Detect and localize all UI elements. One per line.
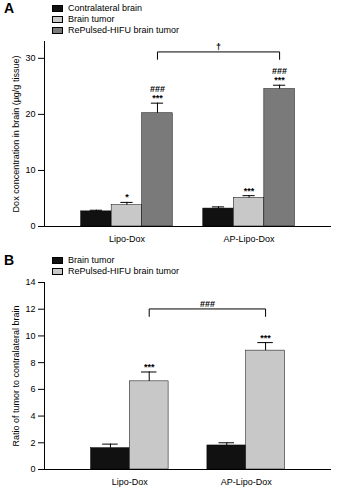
html-text:Contralateral brain: Contralateral brain xyxy=(68,3,142,13)
svg-text:0: 0 xyxy=(30,221,35,231)
svg-text:Ratio of tumor to contralatera: Ratio of tumor to contralateral brain xyxy=(11,305,21,446)
svg-text:12: 12 xyxy=(25,304,35,314)
svg-text:14: 14 xyxy=(25,277,35,287)
svg-text:###***: ###*** xyxy=(272,66,287,85)
svg-text:###***: ###*** xyxy=(150,84,165,103)
svg-text:***: *** xyxy=(144,362,155,372)
svg-text:***: *** xyxy=(260,333,271,343)
svg-text:0: 0 xyxy=(30,464,35,474)
svg-text:Dox concentration in brain (µg: Dox concentration in brain (µg/g tissue) xyxy=(11,56,21,213)
svg-text:AP-Lipo-Dox: AP-Lipo-Dox xyxy=(224,234,276,244)
html-text:Brain tumor: Brain tumor xyxy=(68,255,115,265)
svg-text:2: 2 xyxy=(30,438,35,448)
svg-text:6: 6 xyxy=(30,384,35,394)
svg-text:AP-Lipo-Dox: AP-Lipo-Dox xyxy=(221,477,273,487)
html-text:RePulsed-HIFU brain tumor: RePulsed-HIFU brain tumor xyxy=(68,25,179,35)
html-text:A: A xyxy=(4,0,15,16)
svg-text:Lipo-Dox: Lipo-Dox xyxy=(109,234,146,244)
svg-text:20: 20 xyxy=(25,109,35,119)
svg-text:***: *** xyxy=(244,186,255,196)
svg-text:10: 10 xyxy=(25,165,35,175)
svg-text:10: 10 xyxy=(25,331,35,341)
html-text:Brain tumor: Brain tumor xyxy=(68,14,115,24)
svg-text:###: ### xyxy=(200,299,215,309)
svg-text:*: * xyxy=(125,192,129,202)
svg-text:4: 4 xyxy=(30,411,35,421)
svg-text:8: 8 xyxy=(30,358,35,368)
svg-text:30: 30 xyxy=(25,53,35,63)
svg-text:Lipo-Dox: Lipo-Dox xyxy=(112,477,149,487)
svg-text:†: † xyxy=(216,42,221,52)
html-text:RePulsed-HIFU brain tumor: RePulsed-HIFU brain tumor xyxy=(68,266,179,276)
html-text:B: B xyxy=(4,252,15,268)
